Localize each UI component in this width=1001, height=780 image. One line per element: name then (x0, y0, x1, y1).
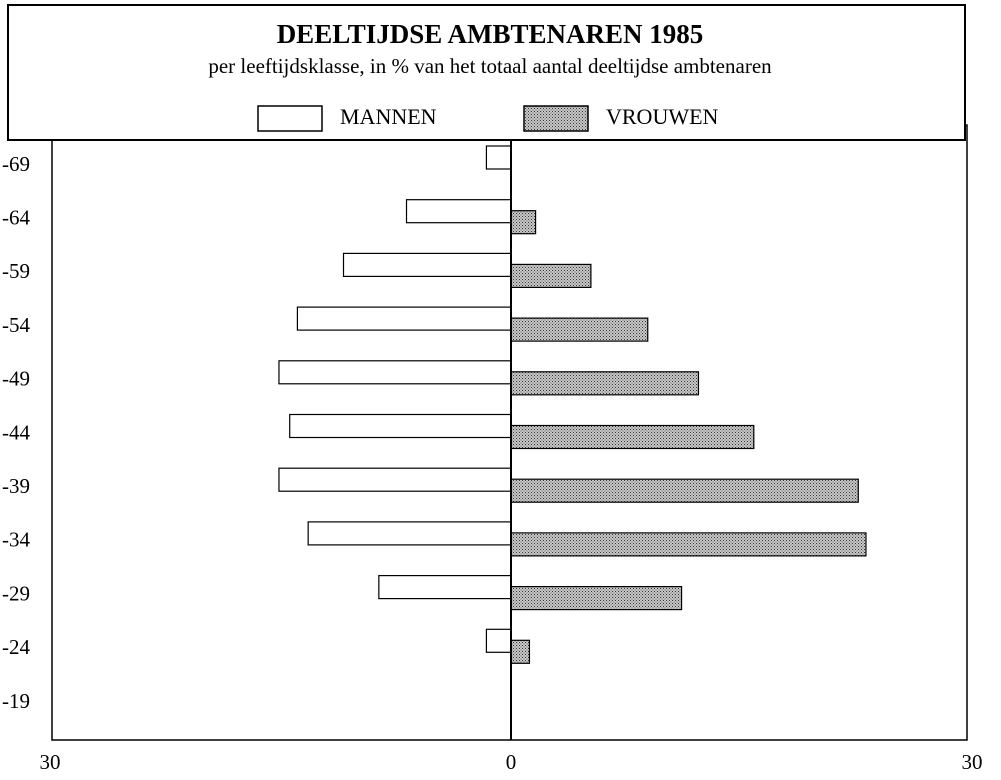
y-tick-label: -54 (2, 313, 30, 337)
y-tick-label: -39 (2, 474, 30, 498)
bar-left (342, 252, 512, 277)
bar-left (307, 521, 512, 546)
x-tick-label: 30 (40, 750, 61, 774)
x-tick-label: 0 (506, 750, 517, 774)
y-tick-label: -29 (2, 581, 30, 605)
y-tick-label: -24 (2, 635, 30, 659)
y-tick-label: -69 (2, 152, 30, 176)
y-tick-label: -64 (2, 206, 30, 230)
y-tick-label: -59 (2, 259, 30, 283)
bar-right (510, 424, 755, 450)
chart-title: DEELTIJDSE AMBTENAREN 1985 (277, 19, 704, 49)
bar-right (510, 585, 683, 611)
bar-left (378, 574, 512, 600)
bar-left (278, 360, 512, 385)
bar-left (289, 413, 512, 439)
legend-label: VROUWEN (606, 104, 719, 129)
y-tick-label: -34 (2, 528, 30, 552)
bar-right (510, 478, 859, 503)
bar-left (296, 306, 512, 331)
x-tick-label: 30 (962, 750, 983, 774)
y-tick-label: -44 (2, 420, 30, 444)
y-tick-label: -49 (2, 367, 30, 391)
bar-left (278, 467, 512, 492)
bar-right (510, 532, 867, 557)
bar-right (510, 317, 649, 342)
y-tick-label: -19 (2, 689, 30, 713)
bar-left (485, 145, 512, 170)
bar-left (485, 628, 512, 653)
legend-swatch (523, 105, 589, 132)
legend-swatch (257, 105, 323, 132)
bar-left (405, 199, 512, 224)
bar-right (510, 639, 531, 664)
legend-label: MANNEN (340, 104, 437, 129)
bar-right (510, 263, 592, 288)
header-box (7, 4, 966, 141)
bar-right (510, 371, 700, 396)
bar-right (510, 210, 537, 235)
chart-subtitle: per leeftijdsklasse, in % van het totaal… (208, 54, 772, 78)
